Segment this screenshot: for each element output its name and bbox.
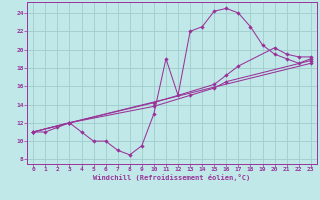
X-axis label: Windchill (Refroidissement éolien,°C): Windchill (Refroidissement éolien,°C): [93, 174, 251, 181]
